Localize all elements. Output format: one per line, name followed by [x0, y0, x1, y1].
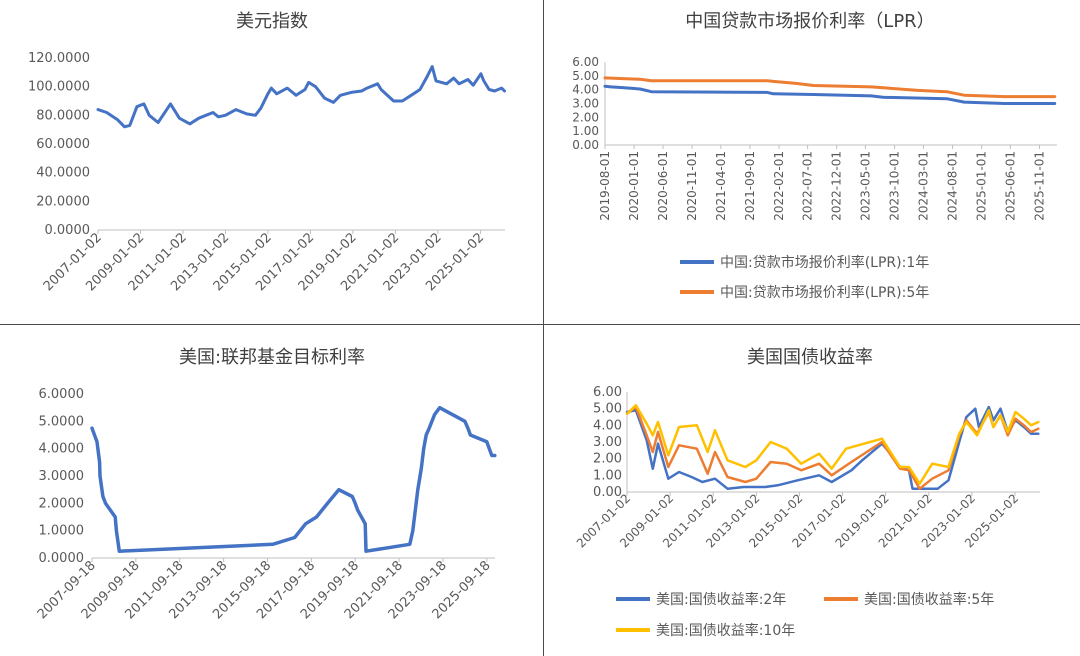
x-tick-label: 2022-02-01: [772, 151, 786, 221]
panel-divider-horizontal: [0, 324, 1080, 325]
y-tick-label: 6.0000: [39, 387, 85, 402]
series-line-1: [603, 76, 1057, 99]
y-tick-label: 120.0000: [28, 51, 90, 66]
series-line-0: [603, 84, 1057, 105]
y-tick-label: 40.0000: [36, 166, 90, 181]
y-tick-label: 60.0000: [36, 137, 90, 152]
y-tick-label: 0.00: [593, 485, 622, 500]
y-tick-label: 0.0000: [39, 551, 85, 566]
x-tick-label: 2023-10-01: [888, 151, 902, 221]
y-tick-label: 2.00: [593, 452, 622, 467]
lpr-chart-panel: 中国贷款市场报价利率（LPR） 0.00 1.00 2.00 3.00 4.00 5.00…: [544, 0, 1080, 324]
x-tick-label: 2025-01-01: [975, 151, 989, 221]
x-tick-label: 2020-01-01: [627, 151, 641, 221]
x-tick-label: 2019-08-01: [598, 151, 612, 221]
y-tick-label: 5.00: [572, 69, 599, 83]
y-tick-label: 4.00: [593, 418, 622, 433]
us-treasury-yield-chart: 美国国债收益率 0.001.002.003.004.005.006.002007…: [574, 347, 1040, 639]
x-tick-label: 2025-11-01: [1032, 151, 1046, 221]
legend-label: 美国:国债收益率:5年: [864, 591, 994, 608]
y-tick-label: 1.00: [593, 468, 622, 483]
x-tick-label: 2023-05-01: [858, 151, 872, 221]
y-tick-label: 4.0000: [39, 442, 85, 457]
y-tick-label: 6.00: [572, 55, 599, 69]
legend-label: 中国:贷款市场报价利率(LPR):1年: [720, 254, 929, 271]
y-tick-label: 5.0000: [39, 414, 85, 429]
series-line-2: [625, 404, 1040, 485]
fed-funds-rate-chart: 美国:联邦基金目标利率 0.0000 1.0000 2.0000 3.0000 4.00…: [35, 347, 497, 622]
x-tick-label: 2024-08-01: [946, 151, 960, 221]
x-tick-label: 2024-03-01: [916, 151, 930, 221]
chart-title: 美国国债收益率: [747, 347, 873, 368]
y-tick-label: 4.00: [572, 83, 599, 97]
y-tick-label: 100.0000: [28, 80, 90, 95]
chart-title: 美元指数: [236, 11, 308, 32]
y-tick-label: 3.00: [593, 435, 622, 450]
y-tick-label: 80.0000: [36, 108, 90, 123]
usd-index-chart-panel: 美元指数 0.0000 20.0000 40.0000 60.0000 80.0000 1…: [0, 0, 543, 324]
usd-index-chart: 美元指数 0.0000 20.0000 40.0000 60.0000 80.0000 1…: [28, 11, 506, 294]
x-tick-label: 2022-12-01: [830, 151, 844, 221]
y-tick-label: 20.0000: [36, 194, 90, 209]
series-line-0: [90, 405, 497, 553]
y-tick-label: 0.00: [572, 138, 599, 152]
y-tick-label: 2.00: [572, 110, 599, 124]
y-tick-label: 5.00: [593, 402, 622, 417]
panel-divider-vertical: [543, 0, 544, 656]
y-tick-label: 2.0000: [39, 496, 85, 511]
y-tick-label: 6.00: [593, 385, 622, 400]
series-line-0: [96, 65, 506, 129]
ust-yield-chart-panel: 美国国债收益率 0.00 1.00 2.00 3.00 4.00 5.00 6.00 2007…: [544, 325, 1080, 656]
y-tick-label: 1.00: [572, 124, 599, 138]
chart-title: 中国贷款市场报价利率（LPR）: [685, 11, 934, 32]
lpr-chart: 中国贷款市场报价利率（LPR） 0.001.002.003.004.005.00…: [572, 11, 1057, 301]
legend-label: 中国:贷款市场报价利率(LPR):5年: [720, 284, 929, 301]
x-tick-label: 2020-11-01: [685, 151, 699, 221]
x-tick-label: 2021-09-01: [743, 151, 757, 221]
x-tick-label: 2022-07-01: [801, 151, 815, 221]
y-tick-label: 3.00: [572, 97, 599, 111]
legend-label: 美国:国债收益率:2年: [656, 591, 786, 608]
chart-title: 美国:联邦基金目标利率: [179, 347, 365, 368]
fed-funds-chart-panel: 美国:联邦基金目标利率 0.0000 1.0000 2.0000 3.0000 4.00…: [0, 325, 543, 656]
series-line-0: [625, 405, 1040, 490]
y-tick-label: 1.0000: [39, 524, 85, 539]
x-tick-label: 2025-06-01: [1003, 151, 1017, 221]
legend-label: 美国:国债收益率:10年: [656, 622, 795, 639]
y-tick-label: 0.0000: [45, 223, 91, 238]
x-tick-label: 2021-04-01: [714, 151, 728, 221]
x-tick-label: 2020-06-01: [656, 151, 670, 221]
y-tick-label: 3.0000: [39, 469, 85, 484]
